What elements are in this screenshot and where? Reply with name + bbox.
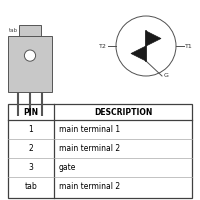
Text: G: G xyxy=(164,73,168,78)
Text: 3: 3 xyxy=(29,163,33,172)
Text: tab: tab xyxy=(9,28,18,33)
Circle shape xyxy=(24,50,36,61)
Text: main terminal 1: main terminal 1 xyxy=(59,125,120,134)
Bar xyxy=(8,36,52,92)
Bar xyxy=(19,25,41,36)
Text: T1: T1 xyxy=(185,44,193,48)
Polygon shape xyxy=(146,31,161,46)
Text: 2: 2 xyxy=(29,144,33,153)
Text: 1: 1 xyxy=(29,125,33,134)
Text: T2: T2 xyxy=(99,44,107,48)
Text: main terminal 2: main terminal 2 xyxy=(59,182,120,191)
Text: gate: gate xyxy=(59,163,76,172)
Text: main terminal 2: main terminal 2 xyxy=(59,144,120,153)
Bar xyxy=(8,104,192,198)
Text: tab: tab xyxy=(25,182,37,191)
Text: PIN: PIN xyxy=(23,108,39,117)
Polygon shape xyxy=(131,46,146,61)
Text: DESCRIPTION: DESCRIPTION xyxy=(94,108,152,117)
